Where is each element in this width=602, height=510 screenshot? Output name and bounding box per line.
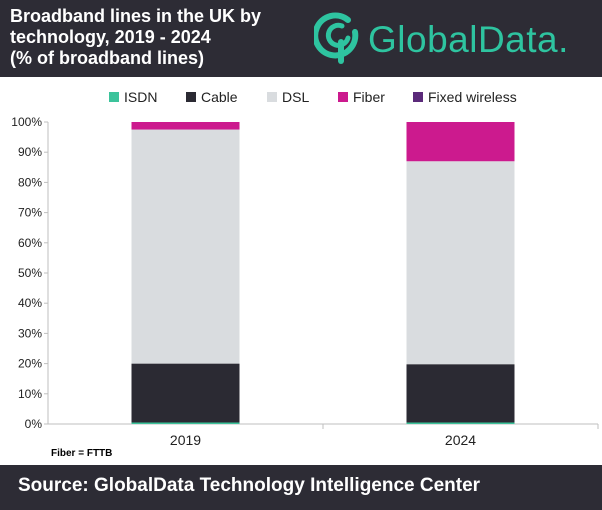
x-tick-label: 2019 [170, 432, 201, 448]
bar-segment-dsl [406, 161, 515, 365]
logo-text: GlobalData. [368, 19, 569, 60]
y-tick-label: 30% [18, 326, 42, 340]
bar-segment-fiber [131, 122, 240, 130]
bar-segment-cable [131, 363, 240, 423]
legend-swatch [109, 92, 119, 102]
y-tick-label: 40% [18, 296, 42, 310]
legend: ISDN Cable DSL Fiber Fixed wireless [109, 89, 517, 105]
header: Broadband lines in the UK by technology,… [0, 0, 602, 77]
y-tick-label: 70% [18, 206, 42, 220]
chart-area: ISDN Cable DSL Fiber Fixed wireless 0% 10% 20%… [11, 89, 599, 459]
legend-label: ISDN [124, 89, 157, 105]
legend-swatch [186, 92, 196, 102]
y-tick-label: 10% [18, 387, 42, 401]
legend-label: Cable [201, 89, 238, 105]
chart-title-line-3: (% of broadband lines) [10, 48, 205, 68]
legend-label: Fixed wireless [428, 89, 517, 105]
legend-swatch [338, 92, 348, 102]
footer: Source: GlobalData Technology Intelligen… [0, 465, 602, 510]
y-tick-label: 100% [11, 115, 42, 129]
legend-label: Fiber [353, 89, 385, 105]
legend-swatch [267, 92, 277, 102]
chart-title-line-2: technology, 2019 - 2024 [10, 27, 211, 47]
y-tick-label: 20% [18, 357, 42, 371]
x-tick-label: 2024 [445, 432, 476, 448]
bars [131, 122, 515, 424]
chart-title-line-1: Broadband lines in the UK by [10, 6, 262, 26]
y-tick-label: 80% [18, 175, 42, 189]
bar-segment-isdn [406, 422, 515, 424]
source-text: Source: GlobalData Technology Intelligen… [18, 475, 481, 496]
y-tick-label: 0% [25, 417, 43, 431]
y-tick-label: 90% [18, 145, 42, 159]
bar-segment-dsl [131, 129, 240, 364]
x-axis: 2019 2024 [170, 424, 599, 448]
bar-segment-cable [406, 364, 515, 423]
y-tick-label: 60% [18, 236, 42, 250]
globaldata-logo: GlobalData. [314, 12, 594, 68]
bar-segment-fiber [406, 122, 515, 162]
y-tick-label: 50% [18, 266, 42, 280]
footnote: Fiber = FTTB [51, 448, 112, 459]
y-axis: 0% 10% 20% 30% 40% 50% 60% 70% 80% 90% 100% [11, 115, 598, 431]
legend-label: DSL [282, 89, 309, 105]
chart-title: Broadband lines in the UK by technology,… [10, 6, 310, 69]
globaldata-logo-icon [314, 12, 359, 64]
legend-swatch [413, 92, 423, 102]
bar-segment-isdn [131, 422, 240, 424]
